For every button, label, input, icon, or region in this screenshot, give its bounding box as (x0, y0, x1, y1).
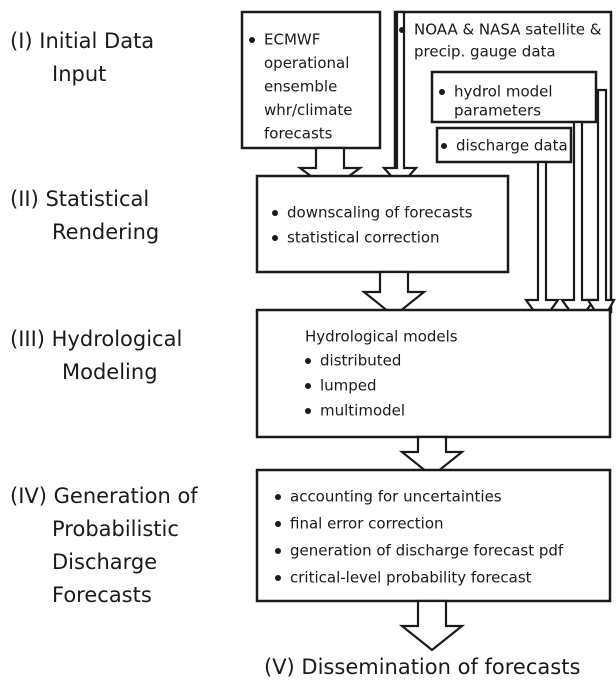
stage-label: Probabilistic (52, 517, 179, 541)
hydrological-box (255, 308, 612, 439)
model-parameters-box (430, 70, 598, 124)
bullet (441, 143, 447, 149)
bullet (275, 494, 281, 500)
box-text: NOAA & NASA satellite & (414, 21, 602, 39)
box-text: precip. gauge data (414, 43, 556, 61)
box-text: distributed (320, 352, 401, 370)
bullet (275, 548, 281, 554)
stage-label: (I) Initial Data (10, 29, 154, 53)
final-stage: (V) Dissemination of forecasts (264, 655, 580, 679)
box-text: statistical correction (287, 229, 440, 247)
stage-label: Modeling (62, 360, 158, 384)
bullet (275, 521, 281, 527)
stage-label: Discharge (52, 550, 157, 574)
box-text: final error correction (290, 515, 444, 533)
bullet (249, 37, 255, 43)
box-text: downscaling of forecasts (287, 204, 473, 222)
box-text: whr/climate (264, 101, 353, 119)
probabilistic-box (255, 468, 612, 603)
bullet (439, 89, 445, 95)
box-text: hydrol model (454, 83, 553, 101)
bullet (272, 210, 278, 216)
stage-label: Forecasts (52, 583, 152, 607)
box-text: discharge data (456, 137, 568, 155)
box-text: generation of discharge forecast pdf (290, 542, 564, 560)
box-text: operational (264, 54, 349, 72)
box-text: accounting for uncertainties (290, 488, 502, 506)
discharge-box (435, 126, 573, 164)
box-text: multimodel (320, 402, 405, 420)
bullet (305, 383, 311, 389)
ecmwf-box (240, 10, 382, 150)
stage-label: (III) Hydrological (10, 327, 182, 351)
box-text: parameters (454, 102, 541, 120)
box-text: lumped (320, 377, 377, 395)
bullet (275, 575, 281, 581)
box-text: ensemble (264, 78, 337, 96)
box-text: critical-level probability forecast (290, 569, 532, 587)
bullet (399, 27, 405, 33)
arrow (360, 270, 428, 318)
stage-label: (IV) Generation of (10, 484, 198, 508)
stage-label: Input (52, 62, 106, 86)
stage-label: (II) Statistical (10, 187, 149, 211)
box-heading: Hydrological models (305, 328, 458, 346)
bullet (305, 358, 311, 364)
arrow (398, 435, 466, 478)
arrow (398, 599, 466, 652)
stage-label: Rendering (52, 220, 159, 244)
bullet (272, 235, 278, 241)
bullet (305, 408, 311, 414)
box-text: ECMWF (264, 31, 320, 49)
statistical-box (255, 174, 510, 274)
box-text: forecasts (264, 125, 333, 143)
